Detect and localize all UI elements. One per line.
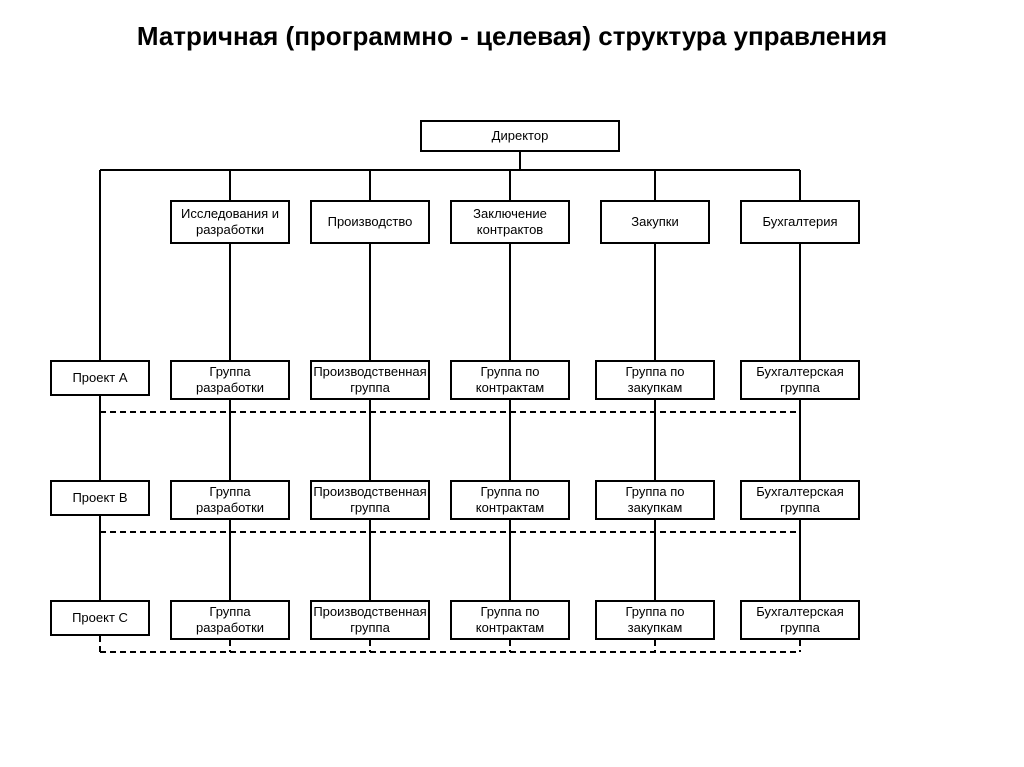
- project-node-1: Проект В: [50, 480, 150, 516]
- cell-node-r2-c2: Группа по контрактам: [450, 600, 570, 640]
- cell-node-r0-c0: Группа разработки: [170, 360, 290, 400]
- director-node: Директор: [420, 120, 620, 152]
- cell-node-r2-c4: Бухгалтерская группа: [740, 600, 860, 640]
- page: Матричная (программно - целевая) структу…: [0, 0, 1024, 767]
- cell-node-r1-c1: Производственная группа: [310, 480, 430, 520]
- cell-node-r0-c2: Группа по контрактам: [450, 360, 570, 400]
- project-node-0: Проект А: [50, 360, 150, 396]
- department-node-1: Производство: [310, 200, 430, 244]
- cell-node-r1-c3: Группа по закупкам: [595, 480, 715, 520]
- cell-node-r1-c2: Группа по контрактам: [450, 480, 570, 520]
- department-node-3: Закупки: [600, 200, 710, 244]
- project-node-2: Проект С: [50, 600, 150, 636]
- cell-node-r2-c1: Производственная группа: [310, 600, 430, 640]
- cell-node-r2-c0: Группа разработки: [170, 600, 290, 640]
- cell-node-r0-c3: Группа по закупкам: [595, 360, 715, 400]
- cell-node-r2-c3: Группа по закупкам: [595, 600, 715, 640]
- department-node-0: Исследования и разработки: [170, 200, 290, 244]
- department-node-4: Бухгалтерия: [740, 200, 860, 244]
- department-node-2: Заключение контрактов: [450, 200, 570, 244]
- matrix-org-diagram: Директор Исследования и разработки Произво…: [80, 120, 980, 720]
- cell-node-r0-c1: Производственная группа: [310, 360, 430, 400]
- page-title: Матричная (программно - целевая) структу…: [0, 20, 1024, 54]
- cell-node-r0-c4: Бухгалтерская группа: [740, 360, 860, 400]
- cell-node-r1-c4: Бухгалтерская группа: [740, 480, 860, 520]
- cell-node-r1-c0: Группа разработки: [170, 480, 290, 520]
